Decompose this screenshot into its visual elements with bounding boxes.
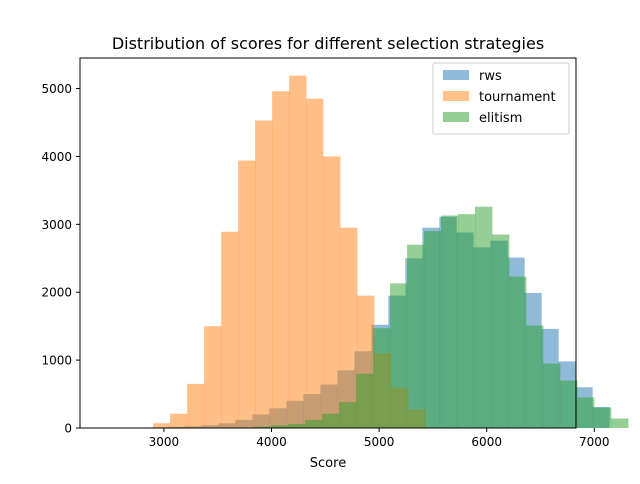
- bar-elitism-20: [577, 397, 594, 428]
- bar-tournament-8: [289, 76, 306, 428]
- x-tick-label-3000: 3000: [149, 435, 180, 449]
- y-tick-label-0: 0: [64, 422, 72, 436]
- bar-elitism-7: [356, 374, 373, 428]
- bar-elitism-8: [373, 328, 390, 428]
- bar-tournament-2: [187, 384, 204, 428]
- x-tick-label-7000: 7000: [579, 435, 610, 449]
- bar-tournament-1: [170, 414, 187, 428]
- y-tick-label-2000: 2000: [41, 286, 72, 300]
- bar-elitism-19: [560, 380, 577, 428]
- legend-label-tournament: tournament: [479, 90, 556, 105]
- bar-elitism-5: [322, 414, 339, 428]
- bar-tournament-3: [204, 326, 221, 428]
- bar-elitism-18: [543, 364, 560, 429]
- chart-title: Distribution of scores for different sel…: [112, 34, 544, 53]
- bar-elitism-6: [339, 402, 356, 428]
- bar-elitism-14: [475, 207, 492, 428]
- bar-elitism-4: [305, 420, 322, 428]
- y-tick-label-3000: 3000: [41, 218, 72, 232]
- bar-tournament-10: [323, 156, 340, 428]
- y-tick-label-1000: 1000: [41, 354, 72, 368]
- bar-elitism-15: [492, 235, 509, 428]
- bar-tournament-7: [272, 91, 289, 428]
- bar-elitism-16: [509, 277, 526, 428]
- bar-elitism-3: [288, 424, 305, 428]
- bar-tournament-4: [221, 232, 238, 428]
- legend-swatch-elitism: [443, 112, 469, 122]
- bar-elitism-13: [458, 214, 475, 428]
- legend-label-elitism: elitism: [479, 111, 522, 126]
- x-tick-label-5000: 5000: [364, 435, 395, 449]
- bar-elitism-22: [611, 419, 628, 429]
- bar-elitism-21: [594, 408, 611, 428]
- legend-swatch-rws: [443, 70, 469, 80]
- bar-elitism-11: [424, 231, 441, 428]
- bar-tournament-0: [153, 423, 170, 428]
- x-tick-label-4000: 4000: [256, 435, 287, 449]
- bar-elitism-17: [526, 325, 543, 428]
- bar-tournament-9: [306, 99, 323, 428]
- x-axis-label: Score: [310, 456, 346, 471]
- bar-elitism-12: [441, 216, 458, 429]
- legend-label-rws: rws: [479, 69, 502, 84]
- y-tick-label-5000: 5000: [41, 82, 72, 96]
- bar-tournament-11: [340, 228, 357, 428]
- bar-elitism-9: [390, 283, 407, 428]
- bar-tournament-6: [255, 120, 272, 428]
- y-tick-label-4000: 4000: [41, 150, 72, 164]
- bar-elitism-10: [407, 245, 424, 428]
- bar-tournament-5: [238, 161, 255, 428]
- legend-swatch-tournament: [443, 91, 469, 101]
- legend: rws tournament elitism: [433, 63, 569, 134]
- x-tick-label-6000: 6000: [471, 435, 502, 449]
